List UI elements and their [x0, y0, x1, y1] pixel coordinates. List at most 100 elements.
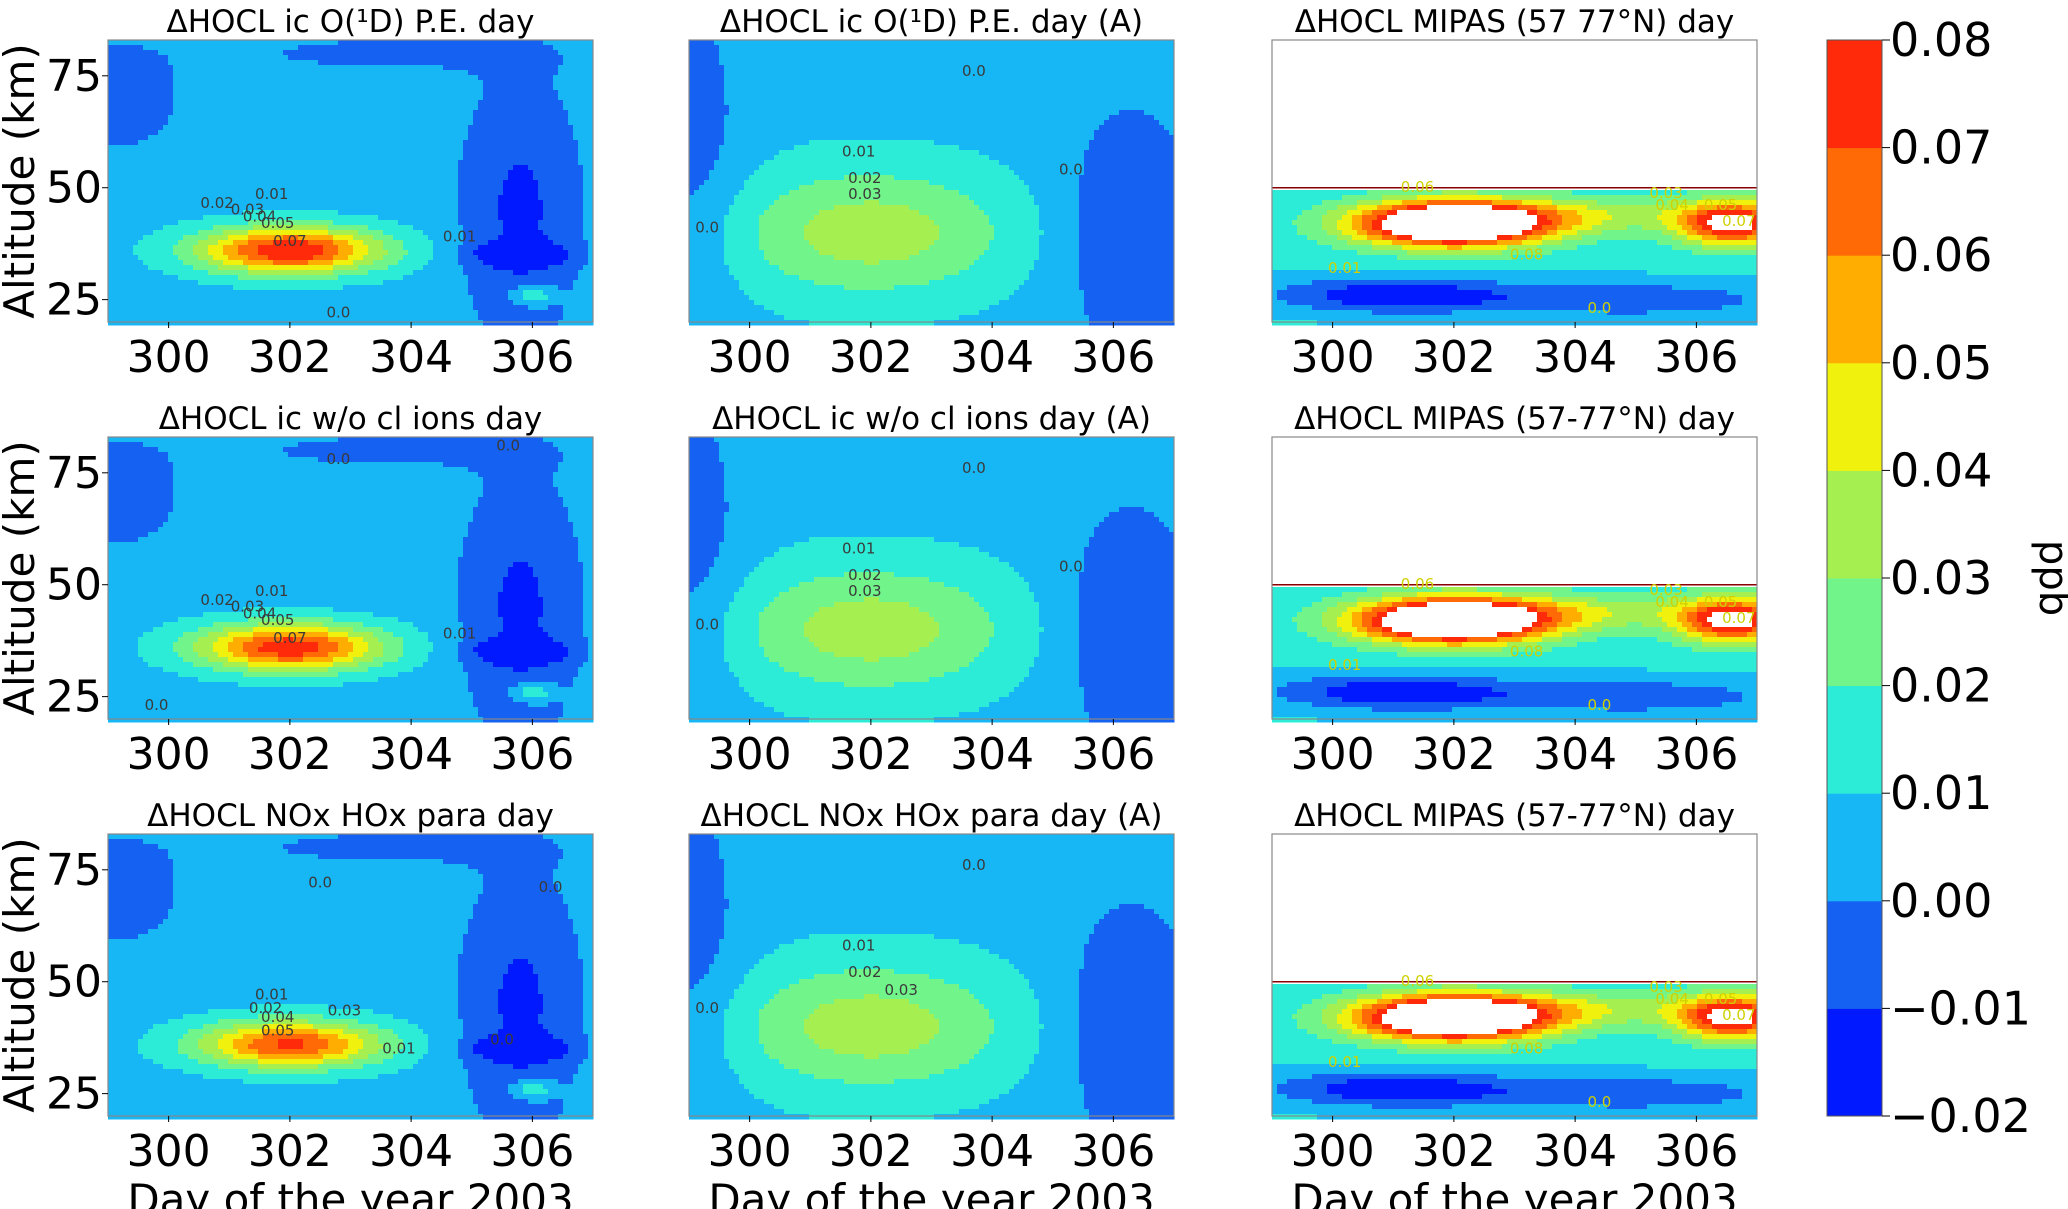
- field-cell: [198, 250, 204, 256]
- field-cell: [413, 255, 419, 261]
- field-cell: [208, 110, 214, 116]
- field-cell: [313, 135, 319, 141]
- field-cell: [138, 65, 144, 71]
- field-cell: [243, 150, 249, 156]
- field-cell: [538, 205, 544, 211]
- field-cell: [163, 75, 169, 81]
- field-cell: [113, 285, 119, 291]
- field-cell: [458, 155, 464, 161]
- field-cell: [508, 160, 514, 166]
- field-cell: [268, 295, 274, 301]
- field-cell: [363, 270, 369, 276]
- field-cell: [408, 165, 414, 171]
- field-cell: [513, 85, 519, 91]
- field-cell: [578, 95, 584, 101]
- field-cell: [113, 200, 119, 206]
- field-cell: [288, 110, 294, 116]
- field-cell: [113, 115, 119, 121]
- field-cell: [133, 230, 139, 236]
- field-cell: [513, 155, 519, 161]
- field-cell: [178, 45, 184, 51]
- field-cell: [553, 45, 559, 51]
- field-cell: [473, 50, 479, 56]
- field-cell: [573, 125, 579, 131]
- field-cell: [113, 135, 119, 141]
- field-cell: [258, 140, 264, 146]
- field-cell: [203, 145, 209, 151]
- field-cell: [323, 80, 329, 86]
- field-cell: [383, 80, 389, 86]
- field-cell: [263, 150, 269, 156]
- field-cell: [208, 150, 214, 156]
- field-cell: [293, 265, 299, 271]
- field-cell: [158, 205, 164, 211]
- field-cell: [428, 250, 434, 256]
- field-cell: [253, 295, 259, 301]
- field-cell: [248, 105, 254, 111]
- field-cell: [348, 130, 354, 136]
- field-cell: [453, 290, 459, 296]
- field-cell: [428, 180, 434, 186]
- field-cell: [193, 140, 199, 146]
- field-cell: [358, 160, 364, 166]
- field-cell: [408, 205, 414, 211]
- field-cell: [358, 270, 364, 276]
- field-cell: [253, 260, 259, 266]
- field-cell: [273, 230, 279, 236]
- field-cell: [543, 175, 549, 181]
- field-cell: [293, 280, 299, 286]
- field-cell: [318, 215, 324, 221]
- field-cell: [318, 105, 324, 111]
- field-cell: [213, 235, 219, 241]
- field-cell: [578, 275, 584, 281]
- field-cell: [578, 155, 584, 161]
- field-cell: [383, 290, 389, 296]
- field-cell: [498, 110, 504, 116]
- field-cell: [413, 85, 419, 91]
- field-cell: [258, 120, 264, 126]
- field-cell: [558, 50, 564, 56]
- field-cell: [533, 140, 539, 146]
- field-cell: [193, 150, 199, 156]
- field-cell: [313, 100, 319, 106]
- field-cell: [393, 95, 399, 101]
- field-cell: [388, 230, 394, 236]
- field-cell: [178, 190, 184, 196]
- field-cell: [548, 175, 554, 181]
- field-cell: [238, 125, 244, 131]
- field-cell: [168, 75, 174, 81]
- field-cell: [293, 135, 299, 141]
- field-cell: [368, 70, 374, 76]
- field-cell: [168, 95, 174, 101]
- field-cell: [188, 170, 194, 176]
- field-cell: [458, 200, 464, 206]
- field-cell: [128, 50, 134, 56]
- field-cell: [278, 245, 284, 251]
- field-cell: [278, 260, 284, 266]
- field-cell: [263, 85, 269, 91]
- field-cell: [163, 255, 169, 261]
- field-cell: [158, 155, 164, 161]
- field-cell: [428, 285, 434, 291]
- field-cell: [508, 75, 514, 81]
- field-cell: [108, 115, 114, 121]
- field-cell: [218, 60, 224, 66]
- field-cell: [198, 140, 204, 146]
- field-cell: [438, 70, 444, 76]
- field-cell: [458, 60, 464, 66]
- field-cell: [513, 130, 519, 136]
- field-cell: [423, 220, 429, 226]
- field-cell: [253, 175, 259, 181]
- field-cell: [513, 135, 519, 141]
- field-cell: [218, 230, 224, 236]
- field-cell: [518, 125, 524, 131]
- field-cell: [268, 250, 274, 256]
- field-cell: [243, 225, 249, 231]
- field-cell: [278, 90, 284, 96]
- field-cell: [113, 150, 119, 156]
- field-cell: [398, 285, 404, 291]
- field-cell: [388, 255, 394, 261]
- field-cell: [563, 60, 569, 66]
- field-cell: [363, 50, 369, 56]
- field-cell: [368, 75, 374, 81]
